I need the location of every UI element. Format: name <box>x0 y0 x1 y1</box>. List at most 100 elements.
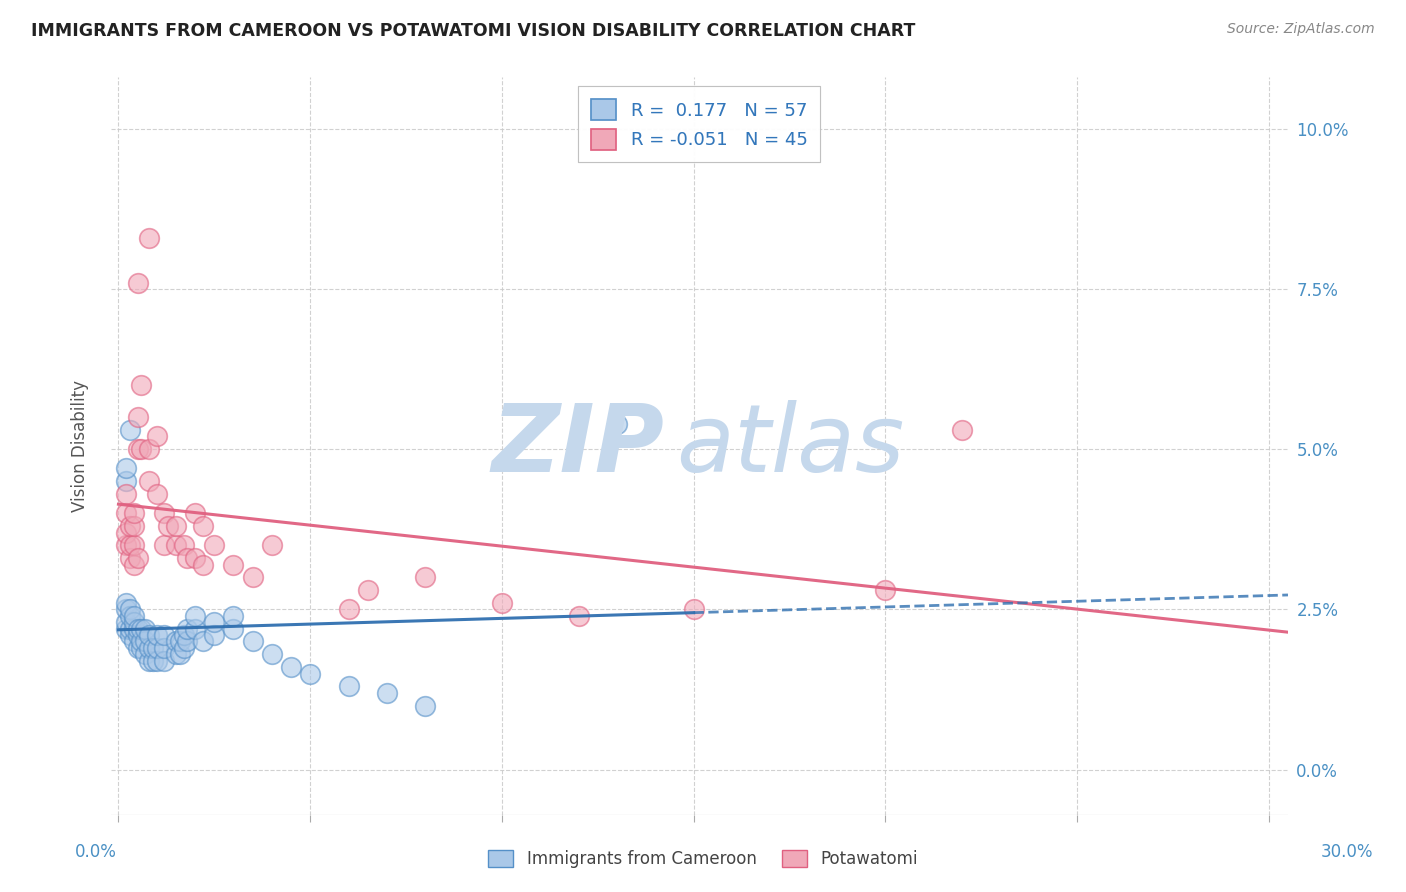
Point <box>165 648 187 662</box>
Text: 0.0%: 0.0% <box>75 843 117 861</box>
Point <box>131 622 153 636</box>
Point <box>122 519 145 533</box>
Text: 30.0%: 30.0% <box>1320 843 1374 861</box>
Point <box>280 660 302 674</box>
Point <box>138 475 160 489</box>
Point <box>127 410 149 425</box>
Point <box>127 551 149 566</box>
Point <box>222 558 245 572</box>
Point <box>606 417 628 431</box>
Point <box>173 538 195 552</box>
Point <box>191 519 214 533</box>
Point <box>242 634 264 648</box>
Point <box>202 628 225 642</box>
Point <box>127 628 149 642</box>
Point <box>131 378 153 392</box>
Point <box>118 628 141 642</box>
Point <box>173 628 195 642</box>
Point <box>115 538 138 552</box>
Point <box>169 648 191 662</box>
Point <box>153 506 176 520</box>
Point <box>127 442 149 457</box>
Point <box>118 622 141 636</box>
Point <box>115 475 138 489</box>
Point <box>118 519 141 533</box>
Point <box>337 602 360 616</box>
Point <box>115 615 138 630</box>
Point <box>184 608 207 623</box>
Point <box>138 442 160 457</box>
Text: ZIP: ZIP <box>491 400 664 492</box>
Point <box>146 487 169 501</box>
Point <box>337 679 360 693</box>
Point <box>153 538 176 552</box>
Point <box>184 622 207 636</box>
Point <box>191 558 214 572</box>
Point <box>115 506 138 520</box>
Point <box>357 583 380 598</box>
Point <box>118 602 141 616</box>
Point <box>202 615 225 630</box>
Point <box>115 622 138 636</box>
Point <box>127 622 149 636</box>
Point <box>165 634 187 648</box>
Y-axis label: Vision Disability: Vision Disability <box>72 380 89 512</box>
Point <box>134 648 156 662</box>
Point <box>115 461 138 475</box>
Point <box>165 519 187 533</box>
Point <box>157 519 180 533</box>
Point <box>138 654 160 668</box>
Point <box>131 634 153 648</box>
Point <box>153 654 176 668</box>
Point <box>165 538 187 552</box>
Point <box>122 538 145 552</box>
Point <box>127 640 149 655</box>
Point <box>950 423 973 437</box>
Point <box>146 640 169 655</box>
Point <box>134 634 156 648</box>
Point <box>184 506 207 520</box>
Point <box>176 622 198 636</box>
Point <box>118 551 141 566</box>
Point <box>134 622 156 636</box>
Text: IMMIGRANTS FROM CAMEROON VS POTAWATOMI VISION DISABILITY CORRELATION CHART: IMMIGRANTS FROM CAMEROON VS POTAWATOMI V… <box>31 22 915 40</box>
Point <box>138 640 160 655</box>
Point <box>131 640 153 655</box>
Point <box>153 640 176 655</box>
Point <box>146 628 169 642</box>
Text: Source: ZipAtlas.com: Source: ZipAtlas.com <box>1227 22 1375 37</box>
Point <box>202 538 225 552</box>
Point <box>142 640 165 655</box>
Point <box>568 608 591 623</box>
Point <box>222 608 245 623</box>
Point <box>682 602 704 616</box>
Point <box>222 622 245 636</box>
Point <box>138 628 160 642</box>
Point <box>146 654 169 668</box>
Point <box>260 648 283 662</box>
Point <box>118 608 141 623</box>
Point <box>260 538 283 552</box>
Point <box>242 570 264 584</box>
Point <box>122 506 145 520</box>
Point <box>115 487 138 501</box>
Point <box>122 622 145 636</box>
Point <box>875 583 897 598</box>
Point <box>299 666 322 681</box>
Point <box>131 442 153 457</box>
Point <box>115 602 138 616</box>
Point <box>138 230 160 244</box>
Point <box>375 686 398 700</box>
Point <box>176 634 198 648</box>
Point <box>118 423 141 437</box>
Point <box>127 276 149 290</box>
Point <box>118 538 141 552</box>
Point <box>176 551 198 566</box>
Point <box>122 608 145 623</box>
Point <box>169 634 191 648</box>
Point <box>173 640 195 655</box>
Point <box>491 596 513 610</box>
Legend: Immigrants from Cameroon, Potawatomi: Immigrants from Cameroon, Potawatomi <box>482 843 924 875</box>
Point <box>413 698 436 713</box>
Legend: R =  0.177   N = 57, R = -0.051   N = 45: R = 0.177 N = 57, R = -0.051 N = 45 <box>578 87 820 162</box>
